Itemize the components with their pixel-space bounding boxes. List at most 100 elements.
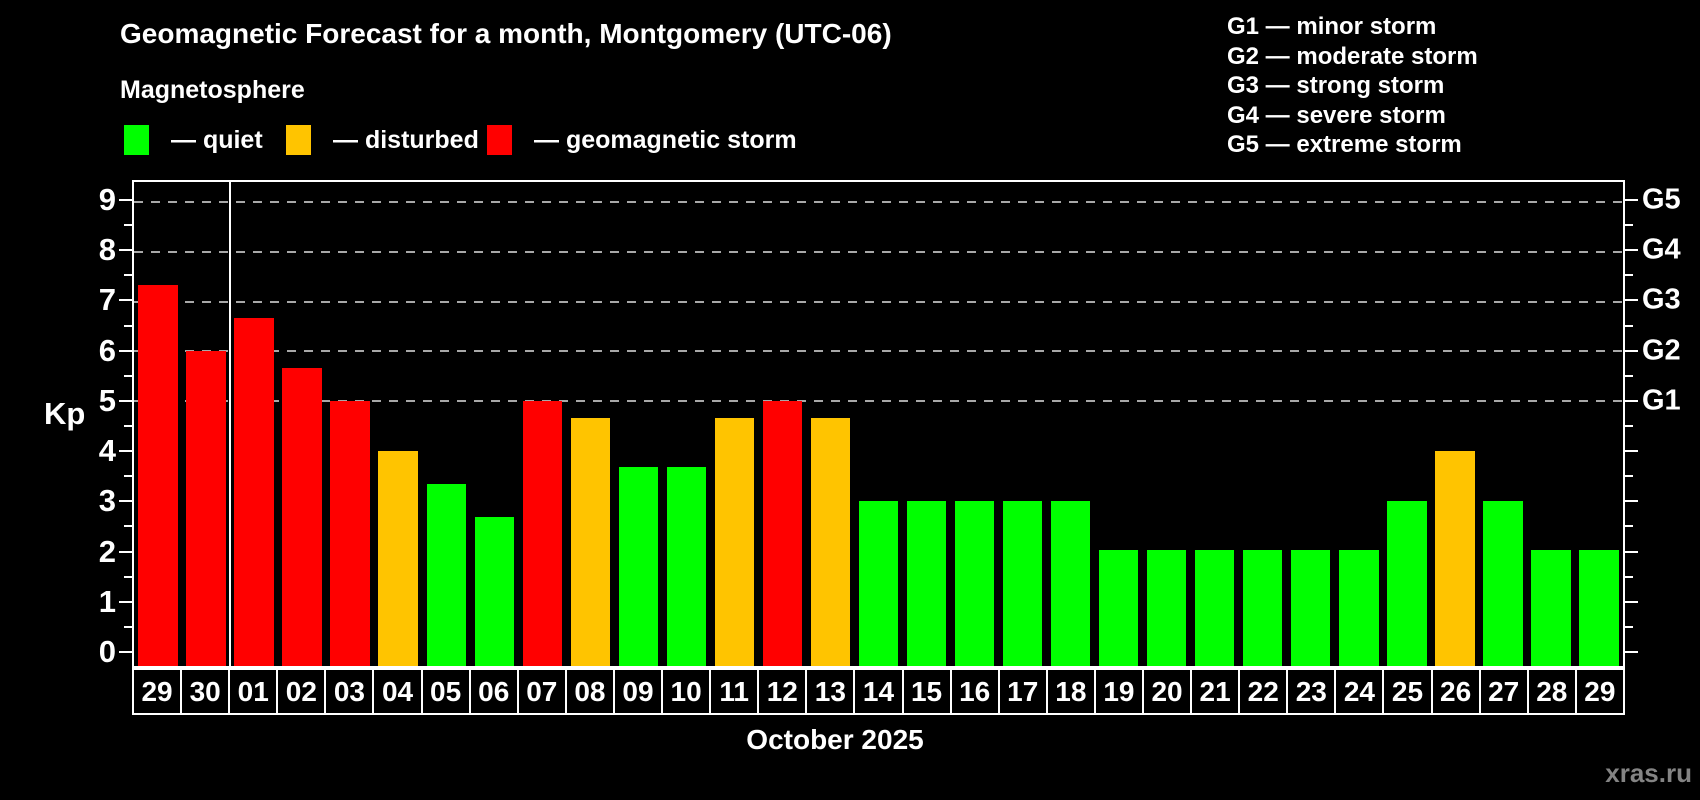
kp-bar-day-01 [234, 317, 274, 666]
watermark: xras.ru [1605, 758, 1692, 788]
date-cell-22: 22 [1238, 668, 1289, 715]
kp-bar-day-11 [714, 417, 755, 666]
date-cell-02: 02 [276, 668, 327, 715]
major-tick-right-kp-2 [1625, 550, 1638, 553]
date-cell-06: 06 [468, 668, 519, 715]
date-cell-24: 24 [1334, 668, 1385, 715]
legend-item-storm: — geomagnetic storm [487, 124, 797, 156]
date-cell-18: 18 [1045, 668, 1096, 715]
month-separator-line [229, 182, 232, 666]
kp-bar-day-09 [618, 467, 659, 666]
legend-label-quiet: — quiet [171, 125, 263, 154]
y-tick-label-4: 4 [98, 433, 116, 469]
y-tick-label-2: 2 [98, 533, 116, 569]
y-tick-label-3: 3 [98, 483, 116, 519]
magnetosphere-label: Magnetosphere [120, 76, 305, 104]
minor-tick-right-kp-7.5 [1625, 274, 1633, 277]
chart-title: Geomagnetic Forecast for a month, Montgo… [120, 18, 892, 49]
major-tick-right-kp-9 [1625, 199, 1638, 202]
minor-tick-left-kp-5.5 [124, 374, 132, 377]
date-cell-27: 27 [1478, 668, 1529, 715]
major-tick-left-kp-9 [119, 199, 132, 202]
kp-bar-day-13 [810, 417, 851, 666]
gridline-kp-9 [134, 200, 1623, 203]
minor-tick-right-kp-3.5 [1625, 475, 1633, 478]
kp-bar-day-05 [426, 484, 466, 666]
kp-bar-day-29 [1579, 550, 1619, 666]
date-cell-13: 13 [805, 668, 856, 715]
kp-bar-day-17 [1002, 500, 1043, 666]
kp-bar-day-14 [858, 500, 899, 666]
minor-tick-left-kp-7.5 [124, 274, 132, 277]
minor-tick-right-kp-0.5 [1625, 625, 1633, 628]
date-cell-29: 29 [132, 668, 183, 715]
gridline-kp-7 [134, 300, 1623, 303]
major-tick-left-kp-8 [119, 249, 132, 252]
x-axis-date-row: 29 30 01 02 03 04 05 06 07 08 09 10 11 12 13 14 15 16 17 18… [132, 668, 1625, 715]
g-scale-legend-line: G4 — severe storm [1227, 101, 1446, 129]
date-cell-10: 10 [661, 668, 712, 715]
major-tick-left-kp-1 [119, 600, 132, 603]
minor-tick-right-kp-8.5 [1625, 224, 1633, 227]
major-tick-left-kp-5 [119, 399, 132, 402]
kp-bar-day-12 [762, 401, 803, 666]
major-tick-right-kp-6 [1625, 349, 1638, 352]
minor-tick-left-kp-6.5 [124, 324, 132, 327]
major-tick-left-kp-6 [119, 349, 132, 352]
legend-label-storm: — geomagnetic storm [534, 125, 797, 154]
kp-bar-day-16 [954, 500, 995, 666]
major-tick-left-kp-7 [119, 299, 132, 302]
right-axis-label-G3: G3 [1642, 283, 1681, 316]
major-tick-right-kp-8 [1625, 249, 1638, 252]
y-axis-title: Kp [44, 396, 86, 431]
right-axis-label-G5: G5 [1642, 183, 1681, 216]
date-cell-05: 05 [420, 668, 471, 715]
kp-bar-day-23 [1291, 550, 1331, 666]
kp-bar-day-27 [1483, 500, 1523, 666]
kp-bar-day-26 [1435, 450, 1475, 666]
g-scale-legend-line: G2 — moderate storm [1227, 42, 1478, 70]
plot-area [132, 180, 1625, 668]
major-tick-left-kp-2 [119, 550, 132, 553]
g-scale-legend: G1 — minor storm G2 — moderate storm G3 — … [1227, 12, 1478, 160]
date-cell-03: 03 [324, 668, 375, 715]
major-tick-right-kp-3 [1625, 500, 1638, 503]
quiet-color-swatch [124, 125, 149, 155]
legend-label-disturbed: — disturbed [333, 125, 479, 154]
kp-bar-day-22 [1243, 550, 1283, 666]
kp-bar-day-21 [1195, 550, 1235, 666]
kp-bar-day-19 [1098, 550, 1139, 666]
date-cell-20: 20 [1141, 668, 1193, 715]
date-cell-12: 12 [757, 668, 808, 715]
major-tick-right-kp-7 [1625, 299, 1638, 302]
kp-bar-day-24 [1339, 550, 1379, 666]
y-tick-label-1: 1 [98, 583, 116, 619]
major-tick-left-kp-4 [119, 450, 132, 453]
date-cell-14: 14 [853, 668, 904, 715]
right-axis-label-G1: G1 [1642, 384, 1681, 417]
date-cell-07: 07 [516, 668, 567, 715]
date-cell-21: 21 [1190, 668, 1241, 715]
kp-bar-day-29 [138, 285, 178, 666]
y-tick-label-7: 7 [98, 282, 116, 318]
date-cell-08: 08 [564, 668, 615, 715]
minor-tick-right-kp-2.5 [1625, 525, 1633, 528]
disturbed-color-swatch [286, 125, 311, 155]
major-tick-left-kp-0 [119, 650, 132, 653]
minor-tick-left-kp-4.5 [124, 425, 132, 427]
major-tick-left-kp-3 [119, 500, 132, 503]
legend-item-quiet: — quiet [124, 124, 263, 156]
right-axis-label-G4: G4 [1642, 233, 1681, 266]
kp-bar-day-15 [906, 500, 947, 666]
date-cell-19: 19 [1093, 668, 1144, 715]
kp-bar-day-04 [378, 450, 418, 666]
major-tick-right-kp-1 [1625, 600, 1638, 603]
kp-bar-day-30 [186, 351, 226, 666]
kp-bar-day-25 [1387, 500, 1427, 666]
minor-tick-right-kp-5.5 [1625, 374, 1633, 377]
y-tick-label-9: 9 [98, 182, 116, 218]
major-tick-right-kp-0 [1625, 650, 1638, 653]
gridline-kp-5 [134, 400, 1623, 403]
g-scale-legend-line: G5 — extreme storm [1227, 131, 1462, 158]
